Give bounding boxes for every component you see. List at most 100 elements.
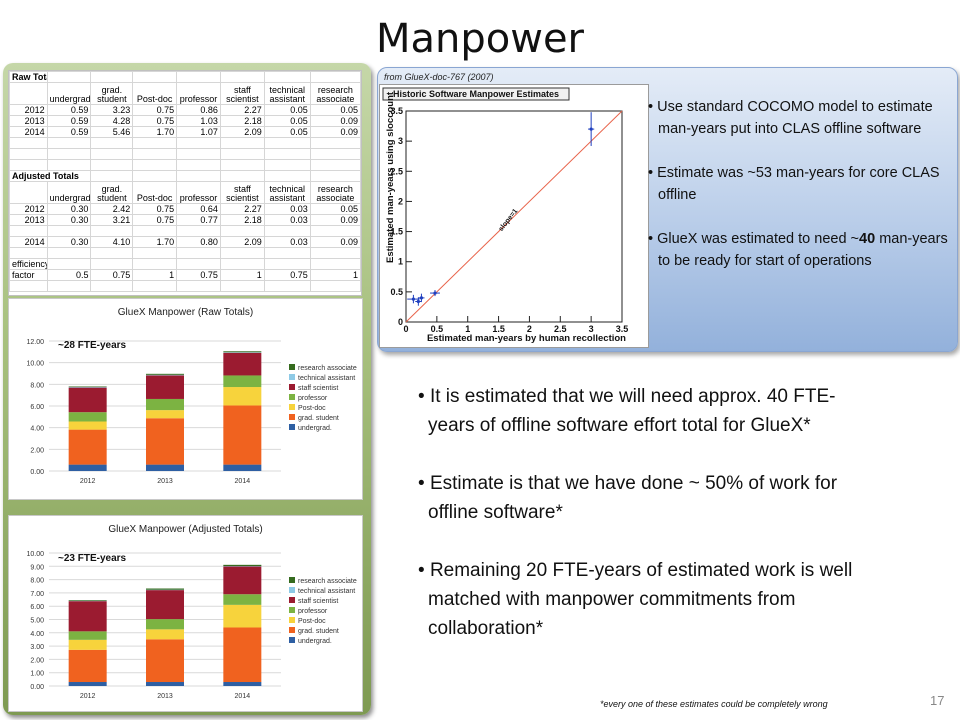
bar-segment xyxy=(223,604,262,628)
x-tick-label: 2013 xyxy=(157,478,173,485)
value-cell: 1.03 xyxy=(176,115,221,127)
value-cell: 5.46 xyxy=(90,126,134,138)
value-cell: 2.09 xyxy=(219,126,265,138)
value-cell: 0.80 xyxy=(176,236,221,248)
historic-estimates-chart: Historic Software Manpower Estimates 0 0.5… xyxy=(382,87,629,344)
value-cell: 0.64 xyxy=(176,203,221,215)
value-cell: 1.70 xyxy=(132,236,178,248)
value-cell: 2.09 xyxy=(219,236,265,248)
raw-totals-heading: Raw Totals xyxy=(9,71,48,83)
value-cell: 4.28 xyxy=(90,115,134,127)
bar-segment xyxy=(223,375,262,388)
x-tick-label: 0 xyxy=(403,324,408,334)
value-cell: 1 xyxy=(132,269,178,281)
source-note: from GlueX-doc-767 (2007) xyxy=(384,72,494,82)
y-tick-label: 5.00 xyxy=(30,618,44,625)
legend-label: grad. student xyxy=(298,415,339,422)
bar-segment xyxy=(146,398,184,411)
y-tick-label: 3.5 xyxy=(390,106,403,116)
legend-label: undergrad. xyxy=(298,638,332,645)
slope-line xyxy=(405,110,623,323)
bar-segment xyxy=(146,639,184,683)
legend-swatch xyxy=(289,617,295,623)
y-tick-label: 0 xyxy=(398,317,403,327)
legend-swatch xyxy=(289,394,295,400)
y-tick-label: 7.00 xyxy=(30,591,44,598)
bar-segment xyxy=(68,386,107,388)
value-cell: 0.75 xyxy=(90,269,134,281)
x-tick-label: 2012 xyxy=(80,478,96,485)
value-cell: 2.18 xyxy=(219,214,265,226)
panel-bullet: • Estimate was ~53 man-years for core CL… xyxy=(648,165,940,203)
footnote: *every one of these estimates could be c… xyxy=(600,699,828,709)
bar-segment xyxy=(223,564,262,567)
header-cell: professor xyxy=(176,181,221,204)
bar-segment xyxy=(146,410,184,419)
adjusted-totals-chart: GlueX Manpower (Adjusted Totals) 0.00 1.00… xyxy=(26,524,357,700)
spreadsheet: Raw Totals undergrad. grad. student Post… xyxy=(8,70,362,296)
raw-fte-annotation: ~28 FTE-years xyxy=(58,340,127,351)
adjusted-totals-heading: Adjusted Totals xyxy=(9,170,92,182)
panel-bullet-list: • Use standard COCOMO model to estimate … xyxy=(646,96,954,294)
value-cell: 0.59 xyxy=(46,115,92,127)
year-cell: 2013 xyxy=(9,115,48,127)
efficiency-label: factor xyxy=(9,269,48,281)
y-tick-label: 8.00 xyxy=(30,382,44,389)
chart-title: GlueX Manpower (Raw Totals) xyxy=(118,307,253,318)
legend-label: research associate xyxy=(298,578,357,585)
x-tick-label: 1.5 xyxy=(492,324,505,334)
legend-label: undergrad. xyxy=(298,425,332,432)
y-tick-label: 1.5 xyxy=(390,227,403,237)
value-cell: 2.27 xyxy=(219,104,265,116)
bar-segment xyxy=(68,631,107,640)
value-cell: 0.30 xyxy=(46,203,92,215)
scatter-chart-box: Historic Software Manpower Estimates 0 0.5… xyxy=(379,84,649,348)
legend-label: staff scientist xyxy=(298,598,338,605)
value-cell: 0.05 xyxy=(309,203,361,215)
value-cell: 0.75 xyxy=(132,104,178,116)
main-bullet: • It is estimated that we will need appr… xyxy=(418,386,836,436)
bar-segment xyxy=(68,682,107,686)
value-cell: 1.70 xyxy=(132,126,178,138)
chart-title: GlueX Manpower (Adjusted Totals) xyxy=(108,524,262,535)
bar-segment xyxy=(68,387,107,413)
x-tick-label: 3.5 xyxy=(616,324,629,334)
legend-swatch xyxy=(289,627,295,633)
raw-totals-chart-box: GlueX Manpower (Raw Totals) 0.00 2.00 4.00 6… xyxy=(8,298,363,500)
legend-swatch xyxy=(289,607,295,613)
bar-segment xyxy=(223,627,262,683)
adjusted-fte-annotation: ~23 FTE-years xyxy=(58,553,127,564)
header-cell: grad. student xyxy=(90,181,134,204)
value-cell: 2.27 xyxy=(219,203,265,215)
value-cell: 0.05 xyxy=(309,104,361,116)
header-cell: Post-doc xyxy=(132,82,178,105)
y-tick-label: 9.00 xyxy=(30,564,44,571)
table-row: 2013 0.30 3.21 0.75 0.77 2.18 0.03 0.09 xyxy=(9,214,361,226)
x-tick-label: 2013 xyxy=(157,693,173,700)
bar-segment xyxy=(68,464,107,471)
value-cell: 0.86 xyxy=(176,104,221,116)
value-cell: 0.75 xyxy=(132,203,178,215)
value-cell: 2.42 xyxy=(90,203,134,215)
legend-label: professor xyxy=(298,608,328,615)
bar-segment xyxy=(146,619,184,630)
adjusted-totals-chart-box: GlueX Manpower (Adjusted Totals) 0.00 1.00… xyxy=(8,515,363,712)
value-cell: 0.30 xyxy=(46,214,92,226)
data-point xyxy=(416,299,420,304)
plot-frame xyxy=(405,110,623,323)
value-cell: 0.75 xyxy=(176,269,221,281)
value-cell: 1 xyxy=(219,269,265,281)
data-point xyxy=(433,291,437,295)
value-cell: 0.59 xyxy=(46,126,92,138)
bar-segment xyxy=(68,421,107,430)
table-row: 2012 0.59 3.23 0.75 0.86 2.27 0.05 0.05 xyxy=(9,104,361,116)
value-cell: 0.75 xyxy=(132,115,178,127)
raw-totals-chart: GlueX Manpower (Raw Totals) 0.00 2.00 4.00 6… xyxy=(26,307,356,485)
x-tick-label: 2014 xyxy=(235,478,251,485)
y-tick-label: 3.00 xyxy=(30,644,44,651)
bar-segment xyxy=(146,682,184,686)
year-cell: 2012 xyxy=(9,203,48,215)
bar-segment xyxy=(146,629,184,640)
bar-segment xyxy=(223,352,262,353)
chart-title: Historic Software Manpower Estimates xyxy=(393,89,559,99)
